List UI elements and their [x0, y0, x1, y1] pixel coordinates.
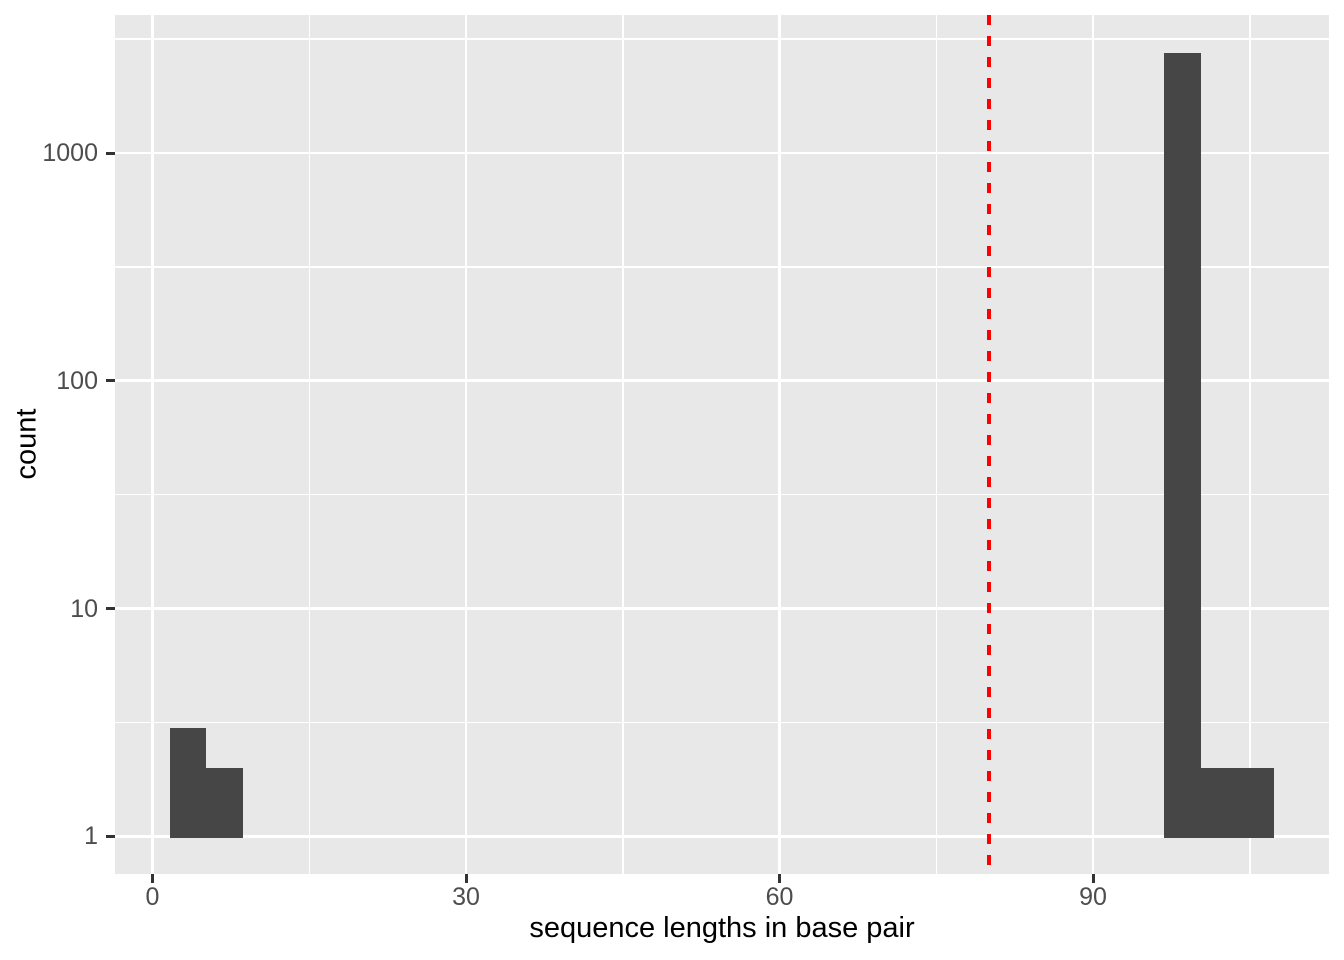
- y-axis-tick: [106, 151, 115, 155]
- y-tick-label: 10: [70, 594, 98, 623]
- x-axis-tick: [1091, 874, 1095, 883]
- x-tick-label: 60: [765, 883, 794, 911]
- gridline-y-major: [115, 835, 1329, 838]
- gridline-x-minor: [1249, 15, 1251, 874]
- gridline-y-major: [115, 607, 1329, 610]
- y-axis-tick: [106, 834, 115, 838]
- x-tick-label: 0: [145, 883, 160, 911]
- gridline-x-minor: [308, 15, 311, 874]
- threshold-vline: [986, 15, 991, 874]
- gridline-y-minor: [115, 266, 1329, 268]
- x-axis-tick: [778, 874, 781, 883]
- histogram-bar: [1237, 767, 1274, 838]
- histogram-bar: [170, 727, 206, 838]
- histogram-bar: [1200, 767, 1238, 838]
- gridline-x-major: [778, 15, 781, 874]
- y-tick-label: 100: [56, 366, 98, 395]
- x-tick-label: 90: [1079, 883, 1107, 911]
- gridline-x-major: [1091, 15, 1095, 874]
- gridline-y-minor: [115, 38, 1329, 40]
- gridline-x-major: [464, 15, 468, 874]
- gridline-y-major: [115, 151, 1329, 155]
- y-tick-label: 1000: [42, 139, 98, 167]
- x-axis-title: sequence lengths in base pair: [529, 912, 915, 944]
- gridline-x-minor: [935, 15, 938, 874]
- y-tick-label: 1: [84, 822, 98, 851]
- gridline-y-minor: [115, 493, 1329, 496]
- y-axis-title: count: [10, 408, 43, 480]
- gridline-y-minor: [115, 721, 1329, 724]
- gridline-x-minor: [622, 15, 624, 874]
- x-tick-label: 30: [452, 883, 480, 911]
- gridline-x-major: [151, 15, 154, 874]
- plot-panel: [115, 15, 1329, 874]
- y-axis-tick: [106, 607, 115, 611]
- gridline-y-major: [115, 379, 1329, 383]
- x-axis-tick: [151, 874, 154, 883]
- histogram-bar: [205, 767, 244, 838]
- y-axis-tick: [106, 379, 115, 383]
- histogram-bar: [1164, 52, 1201, 838]
- x-axis-tick: [464, 874, 468, 883]
